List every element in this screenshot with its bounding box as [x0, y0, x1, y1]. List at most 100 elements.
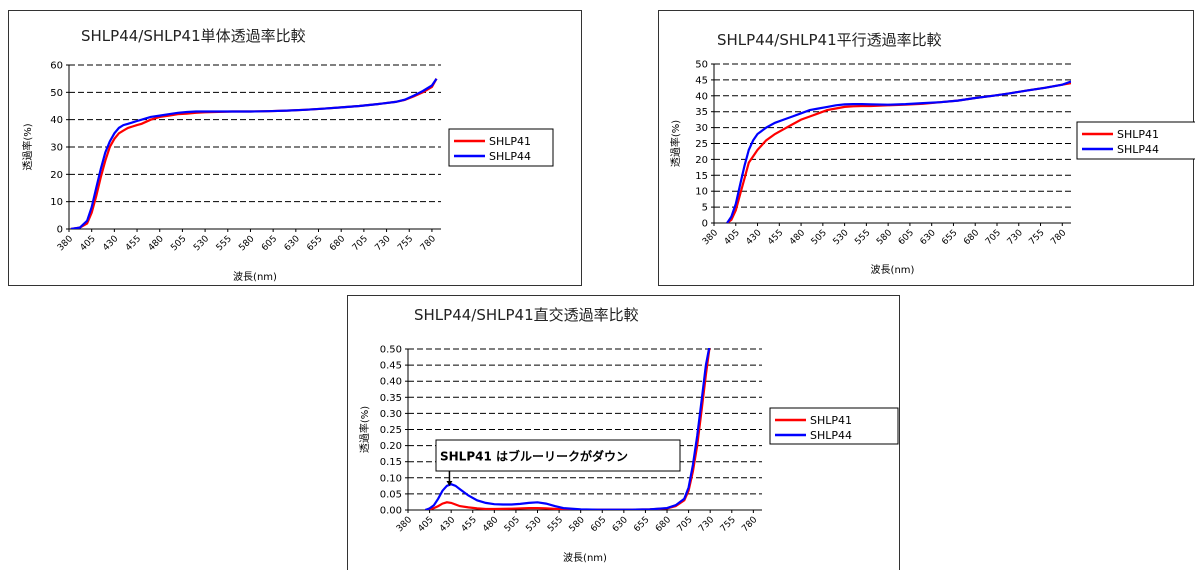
y-axis-label: 透過率(%)	[21, 123, 34, 170]
x-tick-label: 655	[632, 515, 651, 534]
x-tick-label: 505	[503, 515, 522, 534]
series-line-shlp41	[425, 348, 711, 510]
legend-box	[769, 407, 899, 445]
legend-label: SHLP44	[810, 429, 852, 442]
x-tick-label: 530	[192, 234, 211, 253]
x-tick-label: 780	[740, 515, 759, 534]
y-tick-label: 0	[57, 225, 63, 236]
x-tick-label: 655	[940, 228, 959, 247]
x-tick-label: 555	[546, 515, 565, 534]
x-tick-label: 755	[719, 515, 738, 534]
legend-box	[448, 128, 554, 167]
x-tick-label: 430	[101, 234, 120, 253]
x-tick-label: 405	[416, 515, 435, 534]
x-tick-label: 480	[147, 234, 166, 253]
series-line-shlp41	[70, 78, 438, 229]
y-tick-label: 50	[50, 88, 63, 99]
legend-label: SHLP41	[1117, 128, 1159, 141]
x-tick-label: 780	[1049, 228, 1068, 247]
series-line-shlp44	[726, 80, 1071, 223]
legend-label: SHLP44	[489, 150, 531, 163]
x-tick-label: 705	[351, 234, 370, 253]
y-tick-label: 20	[50, 170, 63, 181]
x-tick-label: 380	[395, 515, 414, 534]
x-tick-label: 730	[1006, 228, 1025, 247]
x-tick-label: 580	[568, 515, 587, 534]
x-tick-label: 605	[260, 234, 279, 253]
x-axis-label: 波長(nm)	[871, 263, 915, 276]
y-tick-label: 10	[695, 187, 708, 198]
legend-box	[1076, 121, 1195, 160]
y-tick-label: 50	[695, 60, 708, 71]
y-tick-label: 15	[695, 171, 708, 182]
y-tick-label: 20	[695, 155, 708, 166]
y-tick-label: 10	[50, 197, 63, 208]
y-tick-label: 0	[702, 219, 708, 230]
chart-svg: 0 10 20 30 40 50 60 380 405 430 455 480 505 530 555 580…	[21, 61, 554, 283]
x-tick-label: 380	[701, 228, 720, 247]
x-tick-label: 680	[328, 234, 347, 253]
x-tick-label: 530	[832, 228, 851, 247]
x-axis-label: 波長(nm)	[233, 270, 277, 283]
chart-title: SHLP44/SHLP41単体透過率比較	[81, 27, 306, 45]
chart-svg: 0 5 10 15 20 25 30 35 40 45 50 380 405 430 455 480 505 53…	[669, 60, 1195, 276]
y-tick-label: 45	[695, 75, 708, 86]
y-tick-label: 0.30	[380, 409, 402, 420]
y-tick-label: 0.50	[380, 345, 402, 356]
x-tick-label: 730	[697, 515, 716, 534]
x-tick-label: 580	[237, 234, 256, 253]
y-tick-label: 30	[50, 143, 63, 154]
x-tick-label: 755	[396, 234, 415, 253]
x-tick-label: 730	[373, 234, 392, 253]
chart-crossed-transmittance: SHLP44/SHLP41直交透過率比較 0.00 0.05 0.10 0.15 0.2…	[347, 295, 900, 570]
series-line-shlp44	[424, 348, 711, 510]
y-tick-label: 0.15	[380, 457, 402, 468]
y-tick-label: 40	[695, 91, 708, 102]
x-tick-label: 780	[419, 234, 438, 253]
chart-svg: 0.00 0.05 0.10 0.15 0.20 0.25 0.30 0.35 0.40 0.45…	[358, 345, 899, 564]
x-tick-label: 630	[611, 515, 630, 534]
y-tick-label: 0.25	[380, 425, 402, 436]
x-tick-label: 455	[124, 234, 143, 253]
series-line-shlp44	[70, 78, 438, 229]
x-tick-label: 405	[79, 234, 98, 253]
x-tick-label: 605	[589, 515, 608, 534]
x-tick-label: 605	[897, 228, 916, 247]
x-tick-label: 455	[460, 515, 479, 534]
x-tick-label: 380	[56, 234, 75, 253]
x-tick-label: 505	[169, 234, 188, 253]
chart-title: SHLP44/SHLP41直交透過率比較	[414, 306, 639, 324]
y-tick-label: 0.05	[380, 489, 402, 500]
x-tick-label: 480	[481, 515, 500, 534]
y-tick-label: 0.35	[380, 393, 402, 404]
y-tick-label: 60	[50, 61, 63, 72]
chart-parallel-transmittance: SHLP44/SHLP41平行透過率比較 0 5 10 15 20 25 30 35 40 45 5…	[658, 10, 1195, 286]
x-tick-label: 555	[215, 234, 234, 253]
y-tick-label: 25	[695, 139, 708, 150]
y-tick-label: 0.20	[380, 441, 402, 452]
y-tick-label: 0.00	[380, 506, 402, 517]
x-tick-label: 555	[853, 228, 872, 247]
x-tick-label: 455	[766, 228, 785, 247]
y-tick-label: 40	[50, 115, 63, 126]
x-tick-label: 530	[524, 515, 543, 534]
x-tick-label: 580	[875, 228, 894, 247]
x-tick-label: 630	[283, 234, 302, 253]
y-tick-label: 30	[695, 123, 708, 134]
legend-label: SHLP41	[489, 135, 531, 148]
x-tick-label: 755	[1027, 228, 1046, 247]
y-tick-label: 0.40	[380, 377, 402, 388]
y-tick-label: 5	[702, 203, 708, 214]
annotation-box	[435, 439, 681, 472]
x-axis-label: 波長(nm)	[563, 551, 607, 564]
x-tick-label: 705	[984, 228, 1003, 247]
legend-label: SHLP44	[1117, 143, 1159, 156]
annotation-arrowhead	[446, 481, 453, 486]
y-axis-label: 透過率(%)	[358, 406, 371, 453]
x-tick-label: 505	[810, 228, 829, 247]
y-tick-label: 0.45	[380, 361, 402, 372]
x-tick-label: 405	[723, 228, 742, 247]
annotation-text: SHLP41 はブルーリークがダウン	[440, 449, 628, 464]
chart-title: SHLP44/SHLP41平行透過率比較	[717, 31, 942, 49]
x-tick-label: 430	[744, 228, 763, 247]
